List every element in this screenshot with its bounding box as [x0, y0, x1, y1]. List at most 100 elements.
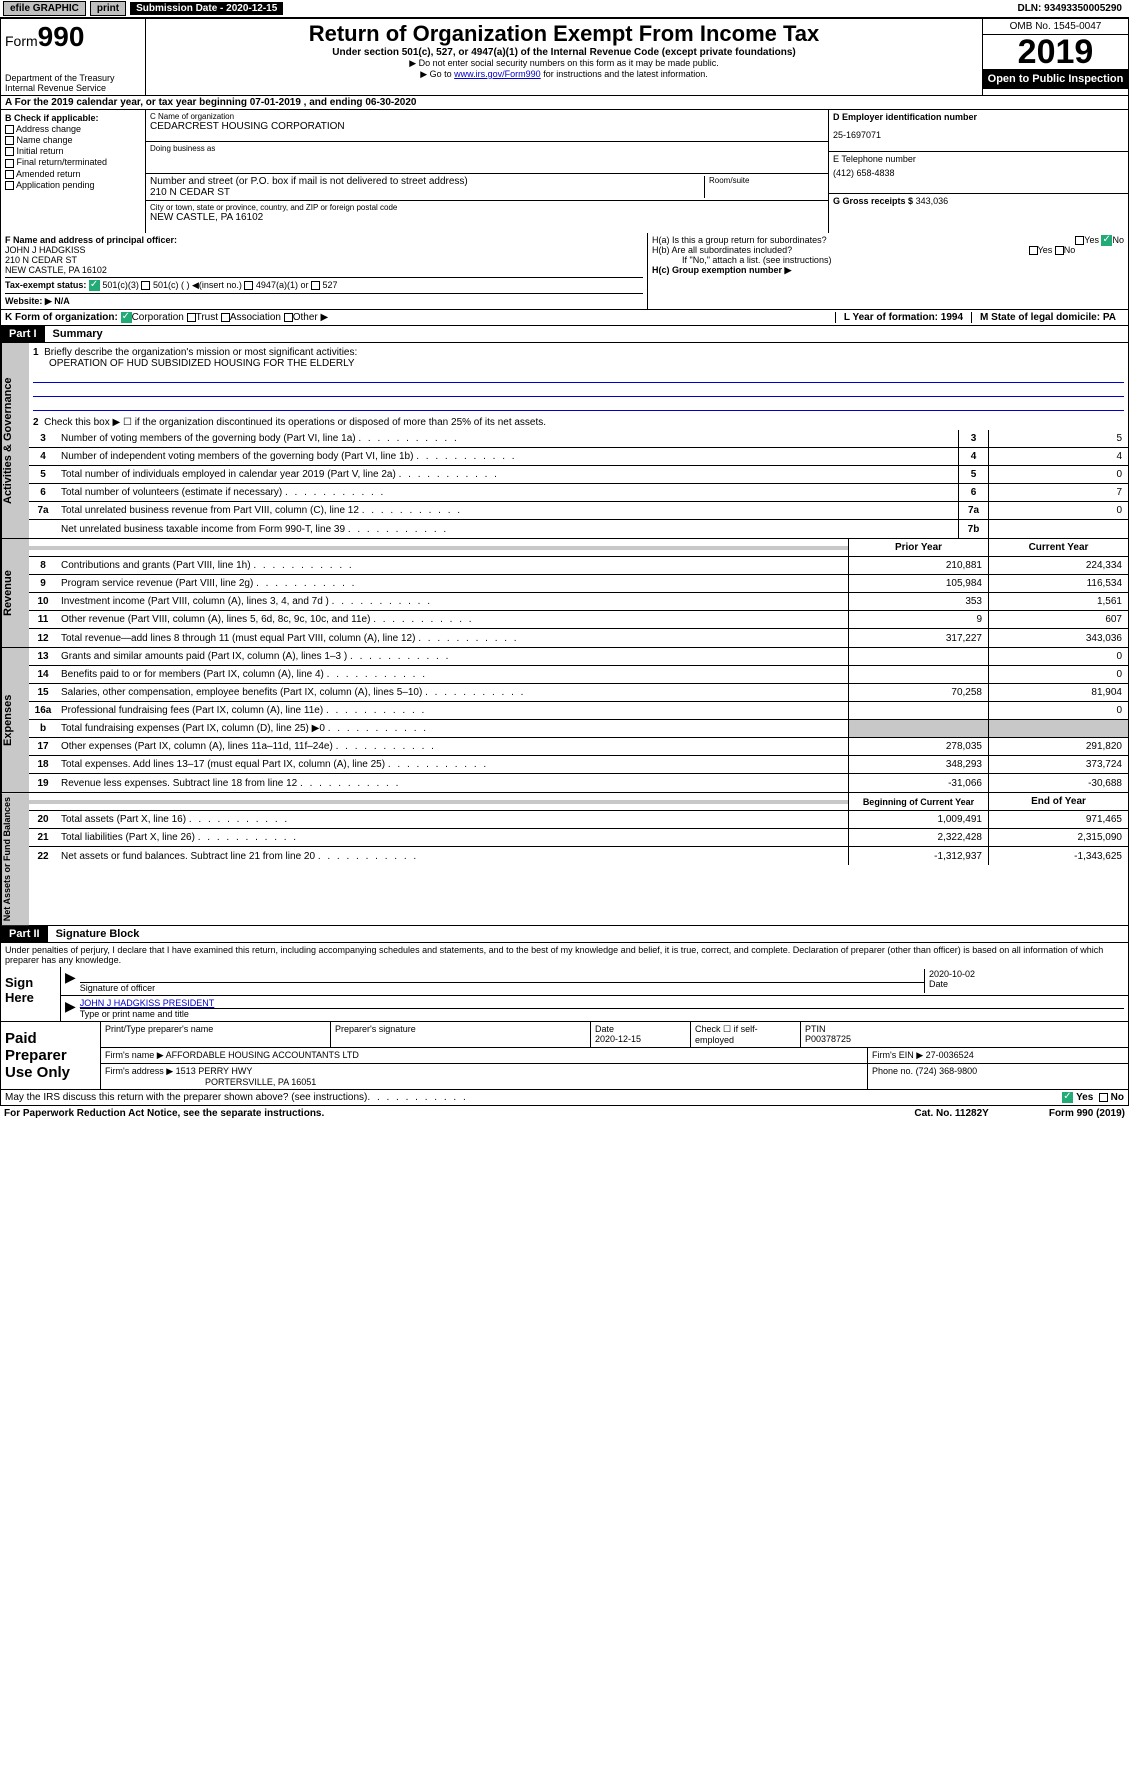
- top-button-bar: efile GRAPHIC print Submission Date - 20…: [0, 0, 1129, 18]
- irs-link[interactable]: www.irs.gov/Form990: [454, 69, 541, 79]
- table-row: bTotal fundraising expenses (Part IX, co…: [29, 720, 1128, 738]
- print-button[interactable]: print: [90, 1, 126, 16]
- part2-header: Part II Signature Block: [0, 926, 1129, 943]
- paid-preparer-label: Paid Preparer Use Only: [1, 1022, 101, 1089]
- prep-name-label: Print/Type preparer's name: [101, 1022, 331, 1047]
- row-k-l-m: K Form of organization: Corporation Trus…: [0, 310, 1129, 326]
- gross-value: 343,036: [916, 196, 949, 206]
- dln-label: DLN: 93493350005290: [1017, 3, 1126, 14]
- vtab-revenue: Revenue: [1, 539, 29, 647]
- checkbox-trust[interactable]: [187, 313, 196, 322]
- checkbox-application-pending[interactable]: [5, 181, 14, 190]
- sig-name-value: JOHN J HADGKISS PRESIDENT: [80, 998, 1124, 1009]
- checkbox-name-change[interactable]: [5, 136, 14, 145]
- form-footer: Form 990 (2019): [1049, 1108, 1125, 1119]
- checkbox-discuss-yes[interactable]: [1062, 1092, 1073, 1103]
- vtab-governance: Activities & Governance: [1, 343, 29, 538]
- prep-date-value: 2020-12-15: [595, 1034, 686, 1044]
- dba-label: Doing business as: [150, 144, 824, 153]
- table-row: 12Total revenue—add lines 8 through 11 (…: [29, 629, 1128, 647]
- col-beginning: Beginning of Current Year: [848, 793, 988, 810]
- checkbox-final-return-terminated[interactable]: [5, 159, 14, 168]
- part1-revenue: Revenue Prior Year Current Year 8Contrib…: [0, 539, 1129, 648]
- table-row: 18Total expenses. Add lines 13–17 (must …: [29, 756, 1128, 774]
- table-row: 15Salaries, other compensation, employee…: [29, 684, 1128, 702]
- checkbox-corp[interactable]: [121, 312, 132, 323]
- checkbox-527[interactable]: [311, 281, 320, 290]
- vtab-net-assets: Net Assets or Fund Balances: [1, 793, 29, 925]
- hc-label: H(c) Group exemption number ▶: [652, 265, 1124, 276]
- part1-net-assets: Net Assets or Fund Balances Beginning of…: [0, 793, 1129, 926]
- table-row: 11Other revenue (Part VIII, column (A), …: [29, 611, 1128, 629]
- city-label: City or town, state or province, country…: [150, 203, 824, 212]
- table-row: 7aTotal unrelated business revenue from …: [29, 502, 1128, 520]
- officer-addr1: 210 N CEDAR ST: [5, 255, 643, 265]
- gross-label: G Gross receipts $: [833, 196, 913, 206]
- table-row: 3Number of voting members of the governi…: [29, 430, 1128, 448]
- hb-note: If "No," attach a list. (see instruction…: [652, 255, 1124, 265]
- firm-address: 1513 PERRY HWY: [176, 1066, 253, 1076]
- website-row: Website: ▶ N/A: [5, 296, 70, 306]
- dept-label: Department of the Treasury Internal Reve…: [5, 73, 141, 93]
- sign-here-label: Sign Here: [1, 967, 61, 1021]
- sig-name-label: Type or print name and title: [80, 1009, 1124, 1019]
- form-number: Form990: [5, 21, 141, 53]
- col-prior-year: Prior Year: [848, 539, 988, 556]
- checkbox-4947[interactable]: [244, 281, 253, 290]
- addr-label: Number and street (or P.O. box if mail i…: [150, 176, 704, 187]
- firm-ein: 27-0036524: [926, 1050, 974, 1060]
- table-row: 5Total number of individuals employed in…: [29, 466, 1128, 484]
- form-header: Form990 Department of the Treasury Inter…: [0, 18, 1129, 96]
- checkbox-501c3[interactable]: [89, 280, 100, 291]
- checkbox-other[interactable]: [284, 313, 293, 322]
- sig-officer-label: Signature of officer: [80, 983, 924, 993]
- prep-self-employed: Check ☐ if self-employed: [691, 1022, 801, 1047]
- row-a-tax-year: A For the 2019 calendar year, or tax yea…: [0, 96, 1129, 110]
- col-b-checkboxes: B Check if applicable: Address change Na…: [1, 110, 146, 233]
- checkbox-amended-return[interactable]: [5, 170, 14, 179]
- table-row: 10Investment income (Part VIII, column (…: [29, 593, 1128, 611]
- room-suite-label: Room/suite: [704, 176, 824, 198]
- cat-number: Cat. No. 11282Y: [914, 1108, 988, 1119]
- sig-date-value: 2020-10-02: [929, 969, 1124, 979]
- table-row: 6Total number of volunteers (estimate if…: [29, 484, 1128, 502]
- part1-expenses: Expenses 13Grants and similar amounts pa…: [0, 648, 1129, 793]
- table-row: 8Contributions and grants (Part VIII, li…: [29, 557, 1128, 575]
- checkbox-address-change[interactable]: [5, 125, 14, 134]
- submission-date-label: Submission Date - 2020-12-15: [130, 2, 283, 15]
- table-row: 13Grants and similar amounts paid (Part …: [29, 648, 1128, 666]
- firm-name: AFFORDABLE HOUSING ACCOUNTANTS LTD: [166, 1050, 359, 1060]
- ha-label: H(a) Is this a group return for subordin…: [652, 235, 1124, 245]
- form-title: Return of Organization Exempt From Incom…: [154, 21, 974, 47]
- tax-year: 2019: [983, 35, 1128, 69]
- checkbox-initial-return[interactable]: [5, 147, 14, 156]
- table-row: 21Total liabilities (Part X, line 26) 2,…: [29, 829, 1128, 847]
- checkbox-assoc[interactable]: [221, 313, 230, 322]
- table-row: 22Net assets or fund balances. Subtract …: [29, 847, 1128, 865]
- checkbox-discuss-no[interactable]: [1099, 1093, 1108, 1102]
- org-name: CEDARCREST HOUSING CORPORATION: [150, 121, 824, 132]
- discuss-row: May the IRS discuss this return with the…: [0, 1090, 1129, 1106]
- officer-name: JOHN J HADGKISS: [5, 245, 643, 255]
- ein-value: 25-1697071: [833, 130, 1124, 140]
- col-current-year: Current Year: [988, 539, 1128, 556]
- street-address: 210 N CEDAR ST: [150, 187, 704, 198]
- signature-block: Under penalties of perjury, I declare th…: [0, 943, 1129, 1022]
- table-row: 17Other expenses (Part IX, column (A), l…: [29, 738, 1128, 756]
- table-row: 4Number of independent voting members of…: [29, 448, 1128, 466]
- org-name-label: C Name of organization: [150, 112, 824, 121]
- part1-governance: Activities & Governance 1 Briefly descri…: [0, 343, 1129, 539]
- table-row: 20Total assets (Part X, line 16) 1,009,4…: [29, 811, 1128, 829]
- table-row: Net unrelated business taxable income fr…: [29, 520, 1128, 538]
- tel-value: (412) 658-4838: [833, 168, 1124, 178]
- perjury-declaration: Under penalties of perjury, I declare th…: [1, 943, 1128, 967]
- year-formation: L Year of formation: 1994: [835, 312, 971, 323]
- footer-line: For Paperwork Reduction Act Notice, see …: [0, 1106, 1129, 1121]
- officer-addr2: NEW CASTLE, PA 16102: [5, 265, 643, 275]
- checkbox-501c[interactable]: [141, 281, 150, 290]
- efile-button[interactable]: efile GRAPHIC: [3, 1, 86, 16]
- main-info-block: B Check if applicable: Address change Na…: [0, 110, 1129, 233]
- vtab-expenses: Expenses: [1, 648, 29, 792]
- part1-header: Part I Summary: [0, 326, 1129, 343]
- form-subtitle: Under section 501(c), 527, or 4947(a)(1)…: [154, 47, 974, 58]
